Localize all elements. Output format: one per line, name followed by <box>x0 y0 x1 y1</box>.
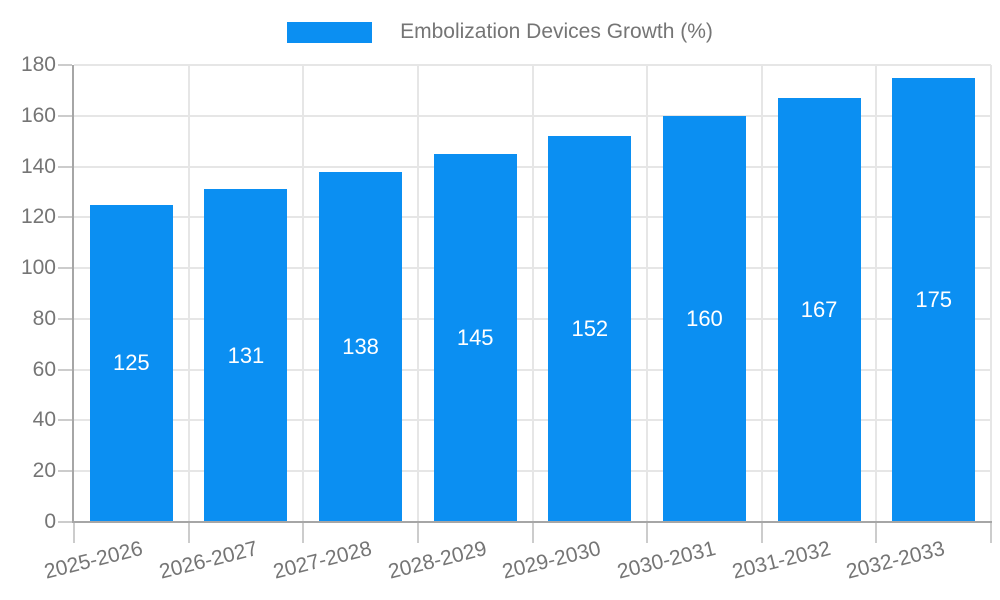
x-tick <box>302 523 305 543</box>
plot-area: 125 131 138 145 152 160 167 175 <box>74 64 992 522</box>
bar-value-label: 175 <box>915 286 953 312</box>
v-gridline <box>302 65 305 522</box>
v-gridline <box>531 65 534 522</box>
x-axis-label: 2029-2030 <box>500 537 604 584</box>
bar-2027-2028[interactable]: 138 <box>319 171 403 522</box>
y-tick <box>58 317 72 320</box>
v-gridline <box>646 65 649 522</box>
bar-2031-2032[interactable]: 167 <box>777 98 861 522</box>
x-tick <box>187 523 190 543</box>
v-gridline <box>187 65 190 522</box>
bar-value-label: 131 <box>227 342 265 368</box>
y-axis-label: 140 <box>20 154 56 178</box>
bar-value-label: 167 <box>800 297 838 322</box>
v-gridline <box>760 65 763 522</box>
x-axis-label: 2030-2031 <box>614 537 719 584</box>
bar-2029-2030[interactable]: 152 <box>548 136 632 522</box>
legend: Embolization Devices Growth (%) <box>0 20 1000 44</box>
y-tick <box>58 267 72 270</box>
bar-2032-2033[interactable]: 175 <box>892 77 976 522</box>
bar-2030-2031[interactable]: 160 <box>662 115 746 522</box>
x-axis-label: 2031-2032 <box>729 537 833 584</box>
bar-2026-2027[interactable]: 131 <box>204 189 288 522</box>
bar-2025-2026[interactable]: 125 <box>89 204 173 522</box>
bar-value-label: 125 <box>112 350 150 376</box>
y-axis-label: 40 <box>32 408 56 432</box>
y-tick <box>58 165 72 168</box>
bar-value-label: 152 <box>571 316 609 342</box>
y-tick <box>58 419 72 422</box>
y-axis-line <box>72 65 74 523</box>
y-axis-label: 100 <box>20 256 56 280</box>
y-axis-label: 80 <box>32 306 56 330</box>
bar-2028-2029[interactable]: 145 <box>433 153 517 522</box>
v-gridline <box>990 65 992 522</box>
x-tick <box>875 523 878 543</box>
bar-value-label: 160 <box>686 305 723 331</box>
x-axis-label: 2028-2029 <box>385 537 489 584</box>
y-tick <box>58 114 72 117</box>
y-axis-label: 180 <box>20 53 56 76</box>
x-tick <box>646 523 649 543</box>
y-axis-label: 60 <box>32 357 56 381</box>
x-tick <box>416 523 419 543</box>
x-axis-label: 2026-2027 <box>156 537 260 584</box>
v-gridline <box>416 65 419 522</box>
x-tick <box>73 523 75 543</box>
y-tick <box>58 368 72 371</box>
y-axis-label: 160 <box>20 103 56 127</box>
legend-swatch <box>287 21 373 43</box>
bar-value-label: 138 <box>342 333 379 359</box>
chart-title: Embolization Devices Growth (%) <box>400 20 713 43</box>
x-axis-label: 2027-2028 <box>271 537 375 584</box>
x-tick <box>760 523 763 543</box>
y-tick <box>58 521 72 523</box>
x-axis-label: 2032-2033 <box>844 537 948 584</box>
v-gridline <box>875 65 878 522</box>
bar-value-label: 145 <box>456 324 494 350</box>
x-axis-line <box>72 521 992 523</box>
x-axis-label: 2025-2026 <box>41 537 145 584</box>
y-axis-label: 0 <box>44 510 56 533</box>
y-tick <box>58 470 72 473</box>
x-tick <box>990 523 992 543</box>
y-tick <box>58 216 72 219</box>
y-axis-label: 120 <box>20 205 56 229</box>
y-tick <box>58 64 72 66</box>
y-axis-label: 20 <box>32 459 56 483</box>
x-tick <box>531 523 534 543</box>
